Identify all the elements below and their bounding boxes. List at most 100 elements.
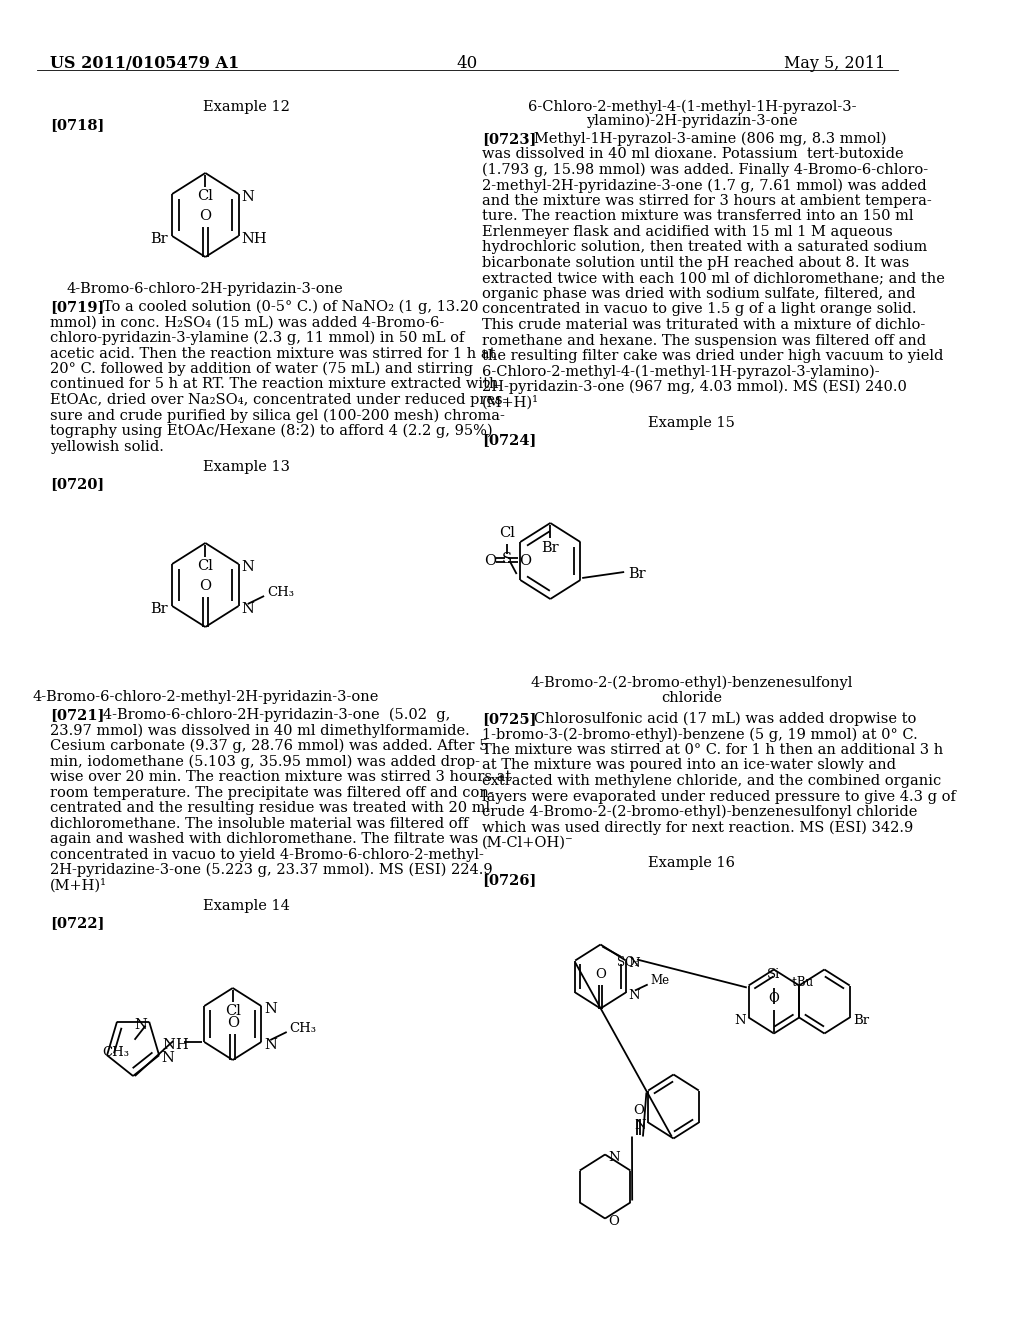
Text: NH: NH: [242, 232, 267, 246]
Text: O: O: [200, 579, 211, 593]
Text: and the mixture was stirred for 3 hours at ambient tempera-: and the mixture was stirred for 3 hours …: [482, 194, 932, 209]
Text: N: N: [242, 190, 254, 205]
Text: (M+H)¹: (M+H)¹: [482, 396, 539, 409]
Text: dichloromethane. The insoluble material was filtered off: dichloromethane. The insoluble material …: [50, 817, 469, 830]
Text: Example 16: Example 16: [648, 857, 735, 870]
Text: ylamino)-2H-pyridazin-3-one: ylamino)-2H-pyridazin-3-one: [586, 114, 798, 128]
Text: O: O: [484, 554, 497, 568]
Text: (M-Cl+OH)⁻: (M-Cl+OH)⁻: [482, 836, 573, 850]
Text: O: O: [768, 993, 779, 1006]
Text: (M+H)¹: (M+H)¹: [50, 879, 108, 892]
Text: 2H-pyridazine-3-one (5.223 g, 23.37 mmol). MS (ESI) 224.9: 2H-pyridazine-3-one (5.223 g, 23.37 mmol…: [50, 863, 493, 878]
Text: 2-methyl-2H-pyridazine-3-one (1.7 g, 7.61 mmol) was added: 2-methyl-2H-pyridazine-3-one (1.7 g, 7.6…: [482, 178, 927, 193]
Text: EtOAc, dried over Na₂SO₄, concentrated under reduced pres-: EtOAc, dried over Na₂SO₄, concentrated u…: [50, 393, 508, 407]
Text: Example 15: Example 15: [648, 416, 735, 430]
Text: [0718]: [0718]: [50, 117, 104, 132]
Text: CH₃: CH₃: [102, 1045, 129, 1059]
Text: 6-Chloro-2-methyl-4-(1-methyl-1H-pyrazol-3-: 6-Chloro-2-methyl-4-(1-methyl-1H-pyrazol…: [527, 100, 856, 115]
Text: To a cooled solution (0-5° C.) of NaNO₂ (1 g, 13.20: To a cooled solution (0-5° C.) of NaNO₂ …: [88, 300, 478, 314]
Text: tography using EtOAc/Hexane (8:2) to afford 4 (2.2 g, 95%): tography using EtOAc/Hexane (8:2) to aff…: [50, 424, 493, 438]
Text: ture. The reaction mixture was transferred into an 150 ml: ture. The reaction mixture was transferr…: [482, 210, 913, 223]
Text: centrated and the resulting residue was treated with 20 ml: centrated and the resulting residue was …: [50, 801, 490, 814]
Text: mmol) in conc. H₂SO₄ (15 mL) was added 4-Bromo-6-: mmol) in conc. H₂SO₄ (15 mL) was added 4…: [50, 315, 444, 330]
Text: extracted twice with each 100 ml of dichloromethane; and the: extracted twice with each 100 ml of dich…: [482, 272, 945, 285]
Text: which was used directly for next reaction. MS (ESI) 342.9: which was used directly for next reactio…: [482, 821, 913, 834]
Text: N: N: [629, 989, 640, 1002]
Text: [0722]: [0722]: [50, 916, 104, 931]
Text: Example 13: Example 13: [203, 459, 290, 474]
Text: sure and crude purified by silica gel (100-200 mesh) chroma-: sure and crude purified by silica gel (1…: [50, 408, 505, 422]
Text: concentrated in vacuo to yield 4-Bromo-6-chloro-2-methyl-: concentrated in vacuo to yield 4-Bromo-6…: [50, 847, 484, 862]
Text: Me: Me: [650, 974, 670, 987]
Text: [0720]: [0720]: [50, 477, 104, 491]
Text: N: N: [162, 1038, 175, 1052]
Text: yellowish solid.: yellowish solid.: [50, 440, 164, 454]
Text: 23.97 mmol) was dissolved in 40 ml dimethylformamide.: 23.97 mmol) was dissolved in 40 ml dimet…: [50, 723, 470, 738]
Text: organic phase was dried with sodium sulfate, filtered, and: organic phase was dried with sodium sulf…: [482, 286, 915, 301]
Text: N: N: [242, 560, 254, 574]
Text: Br: Br: [628, 568, 645, 581]
Text: tBu: tBu: [781, 975, 813, 989]
Text: crude 4-Bromo-2-(2-bromo-ethyl)-benzenesulfonyl chloride: crude 4-Bromo-2-(2-bromo-ethyl)-benzenes…: [482, 805, 918, 820]
Text: S: S: [502, 552, 512, 566]
Text: Cl: Cl: [225, 1005, 241, 1018]
Text: acetic acid. Then the reaction mixture was stirred for 1 h at: acetic acid. Then the reaction mixture w…: [50, 346, 496, 360]
Text: O: O: [200, 209, 211, 223]
Text: Methyl-1H-pyrazol-3-amine (806 mg, 8.3 mmol): Methyl-1H-pyrazol-3-amine (806 mg, 8.3 m…: [520, 132, 887, 147]
Text: N: N: [629, 957, 640, 970]
Text: US 2011/0105479 A1: US 2011/0105479 A1: [50, 55, 240, 73]
Text: [0725]: [0725]: [482, 711, 537, 726]
Text: O: O: [519, 554, 530, 568]
Text: N: N: [264, 1038, 276, 1052]
Text: 20° C. followed by addition of water (75 mL) and stirring: 20° C. followed by addition of water (75…: [50, 362, 473, 376]
Text: (1.793 g, 15.98 mmol) was added. Finally 4-Bromo-6-chloro-: (1.793 g, 15.98 mmol) was added. Finally…: [482, 162, 928, 177]
Text: concentrated in vacuo to give 1.5 g of a light orange solid.: concentrated in vacuo to give 1.5 g of a…: [482, 302, 916, 317]
Text: 4-Bromo-6-chloro-2H-pyridazin-3-one  (5.02  g,: 4-Bromo-6-chloro-2H-pyridazin-3-one (5.0…: [88, 708, 450, 722]
Text: SO₂: SO₂: [616, 956, 639, 969]
Text: [0724]: [0724]: [482, 433, 537, 447]
Text: CH₃: CH₃: [290, 1022, 316, 1035]
Text: N: N: [134, 1018, 147, 1032]
Text: [0723]: [0723]: [482, 132, 537, 147]
Text: Cl: Cl: [499, 525, 514, 540]
Text: wise over 20 min. The reaction mixture was stirred 3 hours at: wise over 20 min. The reaction mixture w…: [50, 770, 511, 784]
Text: 40: 40: [457, 55, 478, 73]
Text: Cl: Cl: [198, 558, 213, 573]
Text: This crude material was triturated with a mixture of dichlo-: This crude material was triturated with …: [482, 318, 925, 333]
Text: 1-bromo-3-(2-bromo-ethyl)-benzene (5 g, 19 mmol) at 0° C.: 1-bromo-3-(2-bromo-ethyl)-benzene (5 g, …: [482, 727, 918, 742]
Text: 4-Bromo-2-(2-bromo-ethyl)-benzenesulfonyl: 4-Bromo-2-(2-bromo-ethyl)-benzenesulfony…: [530, 676, 853, 690]
Text: 2H-pyridazin-3-one (967 mg, 4.03 mmol). MS (ESI) 240.0: 2H-pyridazin-3-one (967 mg, 4.03 mmol). …: [482, 380, 906, 395]
Text: 4-Bromo-6-chloro-2H-pyridazin-3-one: 4-Bromo-6-chloro-2H-pyridazin-3-one: [67, 282, 344, 296]
Text: Example 12: Example 12: [203, 100, 290, 114]
Text: N: N: [634, 1119, 645, 1133]
Text: min, iodomethane (5.103 g, 35.95 mmol) was added drop-: min, iodomethane (5.103 g, 35.95 mmol) w…: [50, 755, 480, 768]
Text: layers were evaporated under reduced pressure to give 4.3 g of: layers were evaporated under reduced pre…: [482, 789, 955, 804]
Text: Si: Si: [767, 969, 780, 982]
Text: N: N: [734, 1014, 745, 1027]
Text: romethane and hexane. The suspension was filtered off and: romethane and hexane. The suspension was…: [482, 334, 926, 347]
Text: O: O: [633, 1104, 644, 1117]
Text: bicarbonate solution until the pH reached about 8. It was: bicarbonate solution until the pH reache…: [482, 256, 909, 271]
Text: chloride: chloride: [662, 692, 722, 705]
Text: The mixture was stirred at 0° C. for 1 h then an additional 3 h: The mixture was stirred at 0° C. for 1 h…: [482, 743, 943, 756]
Text: the resulting filter cake was dried under high vacuum to yield: the resulting filter cake was dried unde…: [482, 348, 943, 363]
Text: 4-Bromo-6-chloro-2-methyl-2H-pyridazin-3-one: 4-Bromo-6-chloro-2-methyl-2H-pyridazin-3…: [32, 690, 379, 704]
Text: [0719]: [0719]: [50, 300, 104, 314]
Text: [0721]: [0721]: [50, 708, 104, 722]
Text: O: O: [226, 1016, 239, 1030]
Text: N: N: [161, 1051, 174, 1065]
Text: CH₃: CH₃: [267, 586, 295, 599]
Text: Br: Br: [853, 1014, 869, 1027]
Text: O: O: [608, 1214, 618, 1228]
Text: Cl: Cl: [198, 189, 213, 203]
Text: 6-Chloro-2-methyl-4-(1-methyl-1H-pyrazol-3-ylamino)-: 6-Chloro-2-methyl-4-(1-methyl-1H-pyrazol…: [482, 364, 880, 379]
Text: extracted with methylene chloride, and the combined organic: extracted with methylene chloride, and t…: [482, 774, 941, 788]
Text: was dissolved in 40 ml dioxane. Potassium  tert-butoxide: was dissolved in 40 ml dioxane. Potassiu…: [482, 148, 903, 161]
Text: H: H: [175, 1038, 187, 1052]
Text: May 5, 2011: May 5, 2011: [784, 55, 885, 73]
Text: Example 14: Example 14: [203, 899, 290, 913]
Text: N: N: [242, 602, 254, 616]
Text: Br: Br: [150, 232, 168, 246]
Text: continued for 5 h at RT. The reaction mixture extracted with: continued for 5 h at RT. The reaction mi…: [50, 378, 499, 392]
Text: Chlorosulfonic acid (17 mL) was added dropwise to: Chlorosulfonic acid (17 mL) was added dr…: [520, 711, 916, 726]
